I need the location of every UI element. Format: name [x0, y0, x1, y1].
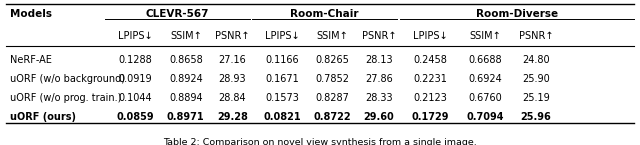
- Text: Room-Diverse: Room-Diverse: [476, 9, 558, 19]
- Text: 29.28: 29.28: [217, 112, 248, 122]
- Text: 0.2231: 0.2231: [413, 74, 447, 84]
- Text: CLEVR-567: CLEVR-567: [146, 9, 209, 19]
- Text: 0.8971: 0.8971: [167, 112, 205, 122]
- Text: Room-Chair: Room-Chair: [290, 9, 358, 19]
- Text: 0.1044: 0.1044: [119, 93, 152, 103]
- Text: 0.6688: 0.6688: [468, 55, 502, 65]
- Text: 0.1288: 0.1288: [119, 55, 152, 65]
- Text: 28.84: 28.84: [218, 93, 246, 103]
- Text: NeRF-AE: NeRF-AE: [10, 55, 51, 65]
- Text: 0.7852: 0.7852: [316, 74, 349, 84]
- Text: Models: Models: [10, 9, 52, 19]
- Text: 28.13: 28.13: [365, 55, 393, 65]
- Text: uORF (w/o background): uORF (w/o background): [10, 74, 125, 84]
- Text: 28.93: 28.93: [218, 74, 246, 84]
- Text: 0.0859: 0.0859: [116, 112, 154, 122]
- Text: 0.1573: 0.1573: [266, 93, 300, 103]
- Text: 0.1166: 0.1166: [266, 55, 299, 65]
- Text: PSNR↑: PSNR↑: [215, 31, 250, 41]
- Text: 0.6760: 0.6760: [468, 93, 502, 103]
- Text: 0.8894: 0.8894: [169, 93, 203, 103]
- Text: PSNR↑: PSNR↑: [362, 31, 396, 41]
- Text: 0.8287: 0.8287: [316, 93, 349, 103]
- Text: 27.16: 27.16: [218, 55, 246, 65]
- Text: 0.8265: 0.8265: [316, 55, 349, 65]
- Text: Table 2: Comparison on novel view synthesis from a single image.: Table 2: Comparison on novel view synthe…: [163, 138, 477, 145]
- Text: 25.96: 25.96: [520, 112, 551, 122]
- Text: 0.0821: 0.0821: [264, 112, 301, 122]
- Text: 27.86: 27.86: [365, 74, 393, 84]
- Text: 28.33: 28.33: [365, 93, 393, 103]
- Text: 25.19: 25.19: [522, 93, 550, 103]
- Text: SSIM↑: SSIM↑: [317, 31, 348, 41]
- Text: PSNR↑: PSNR↑: [518, 31, 553, 41]
- Text: LPIPS↓: LPIPS↓: [265, 31, 300, 41]
- Text: 0.7094: 0.7094: [467, 112, 504, 122]
- Text: 0.8658: 0.8658: [169, 55, 203, 65]
- Text: LPIPS↓: LPIPS↓: [413, 31, 448, 41]
- Text: 25.90: 25.90: [522, 74, 550, 84]
- Text: 0.1671: 0.1671: [266, 74, 300, 84]
- Text: 0.8924: 0.8924: [169, 74, 203, 84]
- Text: 29.60: 29.60: [364, 112, 394, 122]
- Text: 0.0919: 0.0919: [119, 74, 152, 84]
- Text: SSIM↑: SSIM↑: [470, 31, 502, 41]
- Text: uORF (ours): uORF (ours): [10, 112, 76, 122]
- Text: uORF (w/o prog. train.): uORF (w/o prog. train.): [10, 93, 121, 103]
- Text: 0.8722: 0.8722: [314, 112, 351, 122]
- Text: SSIM↑: SSIM↑: [170, 31, 202, 41]
- Text: 0.2123: 0.2123: [413, 93, 447, 103]
- Text: 0.2458: 0.2458: [413, 55, 447, 65]
- Text: 0.1729: 0.1729: [412, 112, 449, 122]
- Text: LPIPS↓: LPIPS↓: [118, 31, 153, 41]
- Text: 24.80: 24.80: [522, 55, 550, 65]
- Text: 0.6924: 0.6924: [468, 74, 502, 84]
